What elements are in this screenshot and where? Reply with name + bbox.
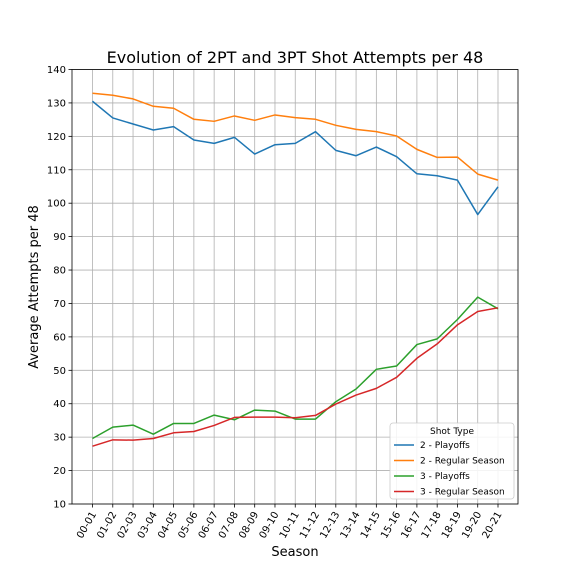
y-tick-label: 140 bbox=[47, 65, 66, 76]
legend-label: 2 - Playoffs bbox=[420, 441, 470, 451]
y-tick-label: 120 bbox=[47, 132, 66, 143]
y-tick-label: 30 bbox=[53, 433, 66, 444]
y-tick-label: 130 bbox=[47, 98, 66, 109]
y-tick-label: 40 bbox=[53, 399, 66, 410]
legend-entries: 2 - Playoffs 2 - Regular Season 3 - Playof… bbox=[394, 441, 505, 498]
y-tick-label: 110 bbox=[47, 165, 66, 176]
y-tick-label: 20 bbox=[53, 466, 66, 477]
chart-title: Evolution of 2PT and 3PT Shot Attempts p… bbox=[107, 48, 484, 67]
y-tick-label: 90 bbox=[53, 232, 66, 243]
legend-label: 3 - Regular Season bbox=[420, 488, 505, 498]
series-line-2 bbox=[92, 92, 499, 181]
y-tick-label: 10 bbox=[53, 500, 66, 511]
legend-label: 2 - Regular Season bbox=[420, 457, 505, 467]
y-tick-label: 70 bbox=[53, 299, 66, 310]
legend-box bbox=[389, 422, 515, 500]
legend-label: 3 - Playoffs bbox=[420, 472, 470, 482]
y-axis-ticks: 10 20 30 40 50 60 70 80 90 100 110 120 130 140 bbox=[47, 65, 72, 511]
y-tick-label: 100 bbox=[47, 199, 66, 210]
legend: Shot Type 2 - Playoffs 2 - Regular Season… bbox=[389, 422, 515, 500]
legend-title: Shot Type bbox=[430, 427, 474, 437]
series-lines bbox=[92, 92, 499, 447]
y-tick-label: 50 bbox=[53, 366, 66, 377]
series-line-1 bbox=[92, 100, 499, 216]
y-tick-label: 60 bbox=[53, 332, 66, 343]
series-line-3 bbox=[92, 296, 499, 440]
series-line-4 bbox=[92, 307, 499, 447]
x-axis-title: Season bbox=[271, 545, 318, 560]
y-axis-title: Average Attempts per 48 bbox=[27, 205, 42, 369]
y-tick-label: 80 bbox=[53, 266, 66, 277]
